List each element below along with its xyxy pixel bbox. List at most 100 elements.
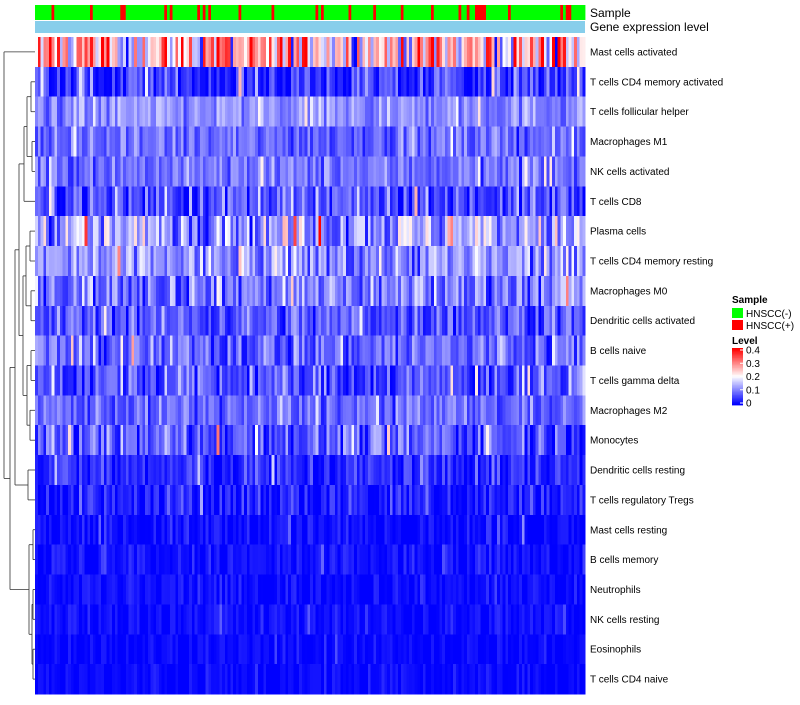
heatmap-cell <box>351 455 355 486</box>
heatmap-cell <box>497 335 501 366</box>
row-label: Eosinophils <box>590 645 641 656</box>
heatmap-cell <box>549 96 553 127</box>
heatmap-cell <box>233 186 237 217</box>
heatmap-cell <box>98 604 102 635</box>
heatmap-cell <box>417 275 421 307</box>
heatmap-cell <box>43 664 47 695</box>
heatmap-cell <box>257 275 261 307</box>
heatmap-cell <box>312 96 316 127</box>
heatmap-cell <box>282 455 286 486</box>
heatmap-cell <box>112 156 116 187</box>
heatmap-cell <box>516 275 520 307</box>
heatmap-cell <box>477 156 481 187</box>
heatmap-cell <box>169 156 173 187</box>
heatmap-cell <box>73 186 77 217</box>
heatmap-cell <box>508 305 512 337</box>
heatmap-cell <box>541 574 545 605</box>
heatmap-cell <box>255 66 259 98</box>
heatmap-cell <box>241 186 245 217</box>
heatmap-cell <box>488 216 492 247</box>
heatmap-cell <box>365 246 369 277</box>
heatmap-cell <box>560 484 564 516</box>
sample-annotation-cell <box>197 5 201 20</box>
heatmap-cell <box>98 425 102 456</box>
heatmap-cell <box>351 604 355 635</box>
colorbar-step <box>732 363 743 366</box>
heatmap-cell <box>378 425 382 456</box>
sample-annotation-cell <box>48 5 52 20</box>
heatmap-cell <box>76 66 80 98</box>
heatmap-cell <box>310 96 314 127</box>
heatmap-cell <box>543 604 547 635</box>
heatmap-cell <box>307 604 311 635</box>
heatmap-cell <box>458 574 462 605</box>
heatmap-cell <box>224 126 228 157</box>
heatmap-cell <box>106 126 110 157</box>
heatmap-cell <box>233 425 237 456</box>
heatmap-cell <box>268 186 272 217</box>
heatmap-cell <box>475 335 479 366</box>
heatmap-cell <box>92 484 96 516</box>
heatmap-cell <box>241 216 245 247</box>
heatmap-cell <box>46 156 50 187</box>
heatmap-cell <box>475 96 479 127</box>
heatmap-cell <box>246 126 250 157</box>
heatmap-cell <box>409 484 413 516</box>
heatmap-cell <box>521 455 525 486</box>
heatmap-cell <box>464 156 468 187</box>
heatmap-cell <box>455 574 459 605</box>
heatmap-cell <box>312 246 316 277</box>
heatmap-cell <box>469 126 473 157</box>
heatmap-cell <box>332 96 336 127</box>
heatmap-cell <box>461 514 465 546</box>
heatmap-cell <box>202 365 206 396</box>
heatmap-cell <box>428 574 432 605</box>
heatmap-cell <box>549 455 553 486</box>
heatmap-cell <box>532 37 536 68</box>
heatmap-cell <box>109 246 113 277</box>
heatmap-cell <box>557 425 561 456</box>
heatmap-cell <box>296 365 300 396</box>
heatmap-cell <box>54 305 58 337</box>
heatmap-cell <box>433 395 437 426</box>
heatmap-cell <box>494 156 498 187</box>
heatmap-cell <box>252 305 256 337</box>
heatmap-cell <box>340 544 344 575</box>
heatmap-cell <box>227 126 231 157</box>
heatmap-cell <box>92 37 96 68</box>
heatmap-cell <box>109 514 113 546</box>
heatmap-cell <box>213 455 217 486</box>
heatmap-cell <box>552 96 556 127</box>
heatmap-cell <box>70 66 74 98</box>
heatmap-cell <box>211 305 215 337</box>
heatmap-cell <box>387 66 391 98</box>
heatmap-cell <box>46 455 50 486</box>
heatmap-cell <box>356 216 360 247</box>
heatmap-cell <box>480 246 484 277</box>
heatmap-cell <box>37 544 41 575</box>
colorbar-step <box>732 396 743 399</box>
heatmap-cell <box>92 574 96 605</box>
heatmap-cell <box>321 66 325 98</box>
heatmap-cell <box>477 604 481 635</box>
heatmap-cell <box>321 126 325 157</box>
heatmap-cell <box>153 246 157 277</box>
sample-annotation-cell <box>546 5 550 20</box>
heatmap-cell <box>464 544 468 575</box>
sample-annotation-cell <box>552 5 556 20</box>
heatmap-cell <box>510 186 514 217</box>
heatmap-cell <box>90 544 94 575</box>
heatmap-cell <box>197 335 201 366</box>
heatmap-cell <box>238 425 242 456</box>
heatmap-cell <box>120 66 124 98</box>
heatmap-cell <box>68 275 72 307</box>
sample-annotation-cell <box>387 5 391 20</box>
heatmap-cell <box>288 574 292 605</box>
heatmap-cell <box>497 246 501 277</box>
heatmap-cell <box>499 66 503 98</box>
sample-annotation-cell <box>332 5 336 20</box>
heatmap-cell <box>288 305 292 337</box>
heatmap-cell <box>301 335 305 366</box>
heatmap-cell <box>277 604 281 635</box>
heatmap-cell <box>582 246 586 277</box>
